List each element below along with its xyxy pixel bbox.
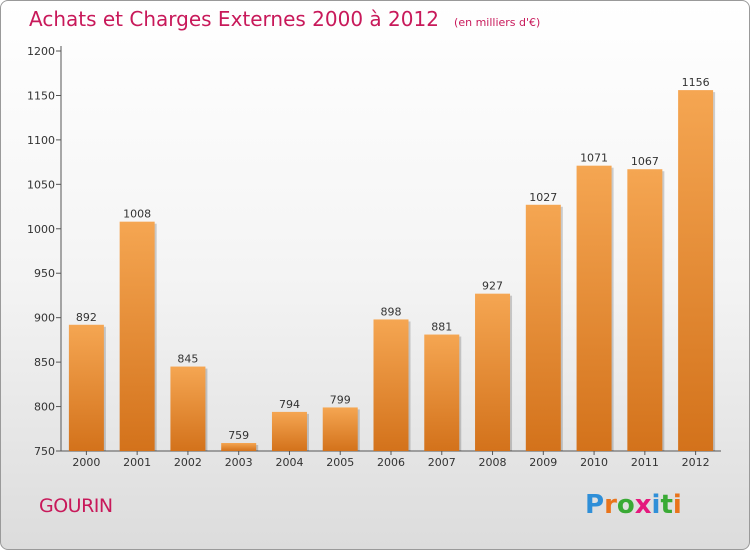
- y-tick-label: 1100: [27, 134, 55, 147]
- x-tick-label: 2010: [580, 456, 608, 469]
- data-label: 892: [76, 311, 97, 324]
- title-text: Achats et Charges Externes 2000 à 2012: [29, 7, 439, 31]
- x-tick-label: 2007: [428, 456, 456, 469]
- y-tick-label: 1200: [27, 45, 55, 58]
- x-tick-label: 2008: [479, 456, 507, 469]
- data-label: 881: [431, 321, 452, 334]
- logo-letter: i: [672, 490, 682, 520]
- bar: [678, 90, 714, 451]
- y-tick-label: 750: [34, 445, 55, 458]
- data-label: 1027: [529, 191, 557, 204]
- bar: [627, 169, 663, 451]
- data-label: 845: [177, 353, 198, 366]
- y-tick-label: 1050: [27, 178, 55, 191]
- logo-letter: o: [616, 490, 635, 520]
- data-label: 799: [330, 393, 351, 406]
- bar: [475, 293, 511, 451]
- x-tick-label: 2012: [682, 456, 710, 469]
- x-tick-label: 2011: [631, 456, 659, 469]
- x-tick-label: 2005: [326, 456, 354, 469]
- data-label: 1156: [682, 76, 710, 89]
- y-tick-label: 950: [34, 267, 55, 280]
- bar: [68, 324, 104, 451]
- y-tick-label: 850: [34, 356, 55, 369]
- bar: [576, 165, 612, 451]
- bar: [119, 221, 155, 451]
- labels: 2000 892 2001 1008 2002 845 2003 759 2004 794 2005…: [72, 76, 709, 469]
- bar: [170, 366, 206, 451]
- logo-letter: r: [604, 490, 617, 520]
- bar: [373, 319, 409, 451]
- data-label: 794: [279, 398, 300, 411]
- y-tick-label: 1000: [27, 223, 55, 236]
- bar: [525, 204, 561, 451]
- x-tick-label: 2000: [72, 456, 100, 469]
- x-tick-label: 2006: [377, 456, 405, 469]
- data-label: 898: [381, 305, 402, 318]
- commune-name: GOURIN: [39, 495, 113, 517]
- proxiti-logo: Proxiti: [585, 490, 682, 520]
- y-tick-label: 900: [34, 312, 55, 325]
- logo-letter: x: [634, 490, 652, 520]
- data-label: 1008: [123, 208, 151, 221]
- x-tick-label: 2009: [529, 456, 557, 469]
- bar: [322, 407, 358, 451]
- bar: [424, 334, 460, 451]
- bars: [68, 90, 716, 451]
- title-unit: (en milliers d'€): [454, 16, 541, 29]
- logo-letter: t: [660, 490, 673, 520]
- data-label: 927: [482, 280, 503, 293]
- x-tick-label: 2001: [123, 456, 151, 469]
- chart-title: Achats et Charges Externes 2000 à 2012 (…: [29, 7, 540, 31]
- data-label: 1067: [631, 155, 659, 168]
- bar: [221, 443, 257, 451]
- data-label: 759: [228, 429, 249, 442]
- x-tick-label: 2002: [174, 456, 202, 469]
- x-tick-label: 2003: [225, 456, 253, 469]
- x-tick-label: 2004: [275, 456, 303, 469]
- data-label: 1071: [580, 152, 608, 165]
- bar: [271, 411, 307, 451]
- axes: 750 800 850 900 950 1000 1050 1100 1150 1200: [27, 45, 721, 458]
- y-tick-label: 1150: [27, 89, 55, 102]
- y-tick-label: 800: [34, 401, 55, 414]
- logo-letter: P: [585, 490, 605, 520]
- logo-letter: i: [651, 490, 661, 520]
